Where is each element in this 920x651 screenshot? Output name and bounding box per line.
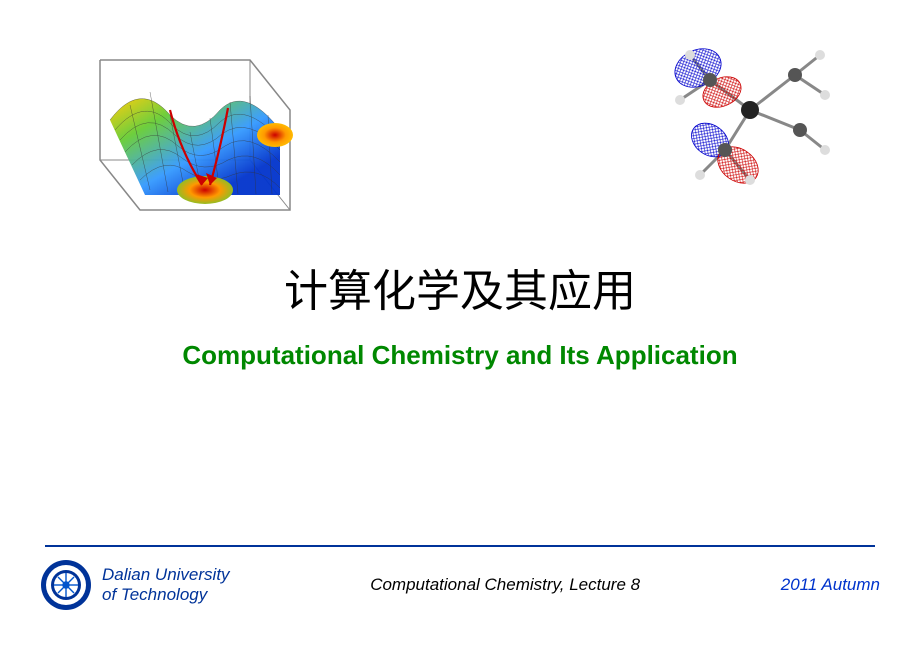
footer: Dalian University of Technology Computat…: [40, 545, 880, 611]
footer-divider: [45, 545, 875, 547]
title-chinese: 计算化学及其应用: [0, 255, 920, 319]
lecture-label: Computational Chemistry, Lecture 8: [230, 575, 781, 595]
university-name-line1: Dalian University: [102, 565, 230, 585]
title-english: Computational Chemistry and Its Applicat…: [0, 340, 920, 371]
potential-energy-surface-plot: [80, 40, 310, 220]
term-label: 2011 Autumn: [781, 575, 880, 595]
university-logo-block: Dalian University of Technology: [40, 559, 230, 611]
university-logo-icon: [40, 559, 92, 611]
university-name-line2: of Technology: [102, 585, 230, 605]
slide: 计算化学及其应用 Computational Chemistry and Its…: [0, 0, 920, 651]
molecular-orbital-figure: [650, 30, 850, 200]
